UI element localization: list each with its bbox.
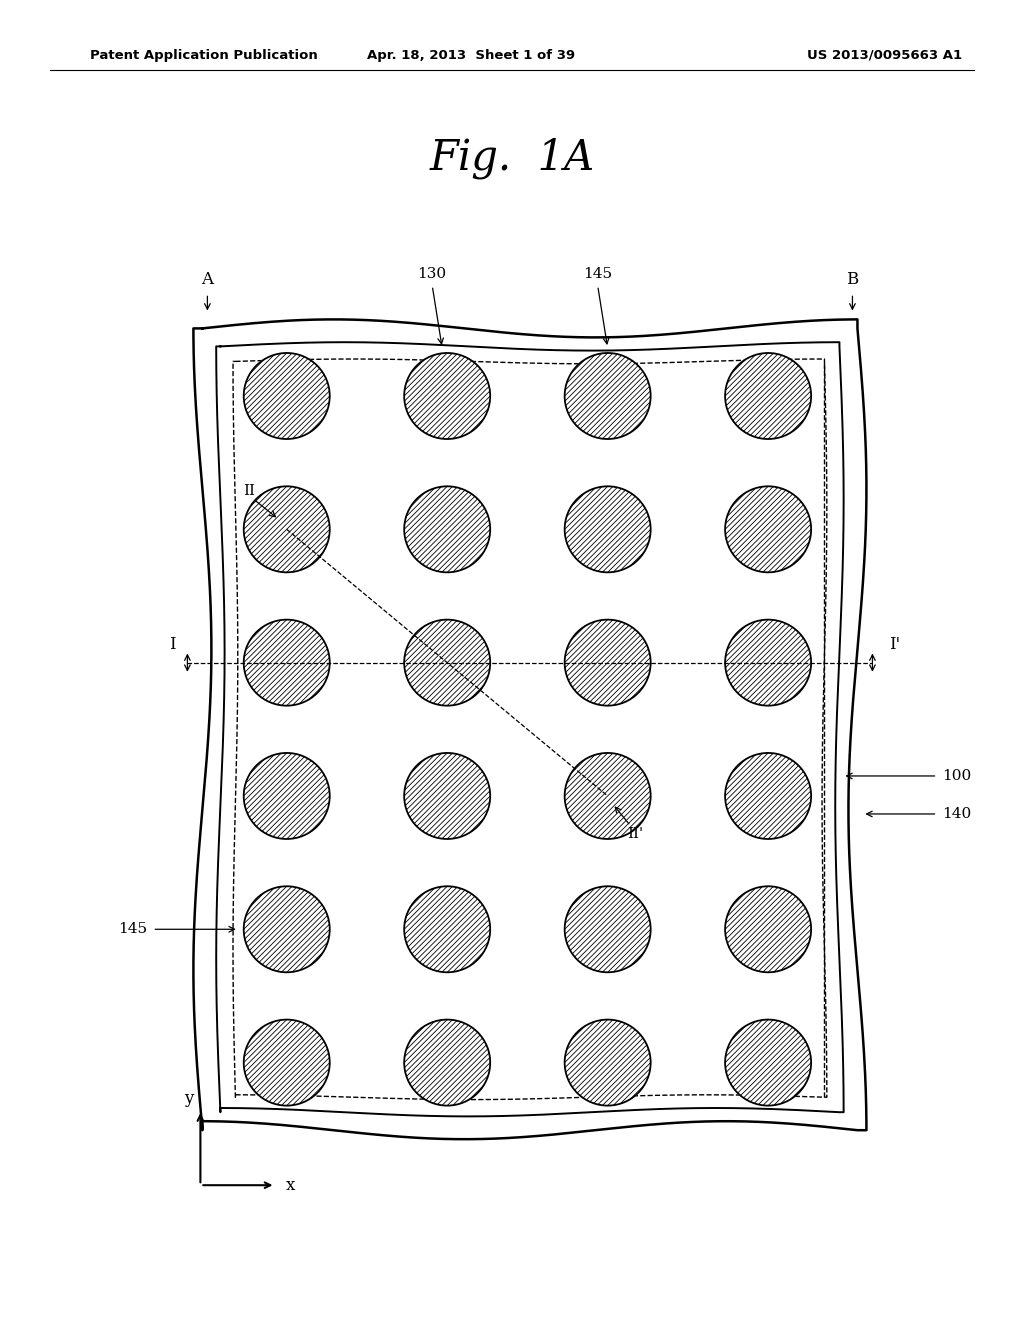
Text: I: I bbox=[169, 636, 176, 653]
Text: Fig.  1A: Fig. 1A bbox=[429, 137, 595, 180]
Circle shape bbox=[404, 886, 490, 973]
Text: I': I' bbox=[889, 636, 900, 653]
Circle shape bbox=[725, 619, 811, 706]
Text: II': II' bbox=[628, 826, 644, 841]
Text: x: x bbox=[286, 1176, 295, 1193]
Circle shape bbox=[244, 619, 330, 706]
Circle shape bbox=[244, 1019, 330, 1106]
Text: US 2013/0095663 A1: US 2013/0095663 A1 bbox=[808, 49, 963, 62]
Circle shape bbox=[725, 486, 811, 573]
Circle shape bbox=[564, 619, 650, 706]
Text: II: II bbox=[243, 484, 255, 499]
Circle shape bbox=[244, 752, 330, 840]
Circle shape bbox=[564, 352, 650, 440]
Circle shape bbox=[244, 352, 330, 440]
Circle shape bbox=[404, 619, 490, 706]
Text: 140: 140 bbox=[942, 807, 972, 821]
Circle shape bbox=[564, 752, 650, 840]
Circle shape bbox=[725, 352, 811, 440]
Circle shape bbox=[725, 1019, 811, 1106]
Circle shape bbox=[725, 752, 811, 840]
Text: Patent Application Publication: Patent Application Publication bbox=[90, 49, 317, 62]
Circle shape bbox=[404, 752, 490, 840]
Circle shape bbox=[244, 886, 330, 973]
Text: 145: 145 bbox=[583, 268, 612, 281]
Circle shape bbox=[725, 886, 811, 973]
Text: y: y bbox=[183, 1090, 194, 1106]
Text: A: A bbox=[202, 272, 213, 288]
Text: 130: 130 bbox=[418, 268, 446, 281]
Text: 145: 145 bbox=[119, 923, 147, 936]
Circle shape bbox=[564, 886, 650, 973]
Text: Apr. 18, 2013  Sheet 1 of 39: Apr. 18, 2013 Sheet 1 of 39 bbox=[367, 49, 575, 62]
Text: B: B bbox=[846, 272, 858, 288]
Text: 100: 100 bbox=[942, 770, 972, 783]
Circle shape bbox=[244, 486, 330, 573]
Circle shape bbox=[404, 486, 490, 573]
Circle shape bbox=[564, 1019, 650, 1106]
Circle shape bbox=[404, 1019, 490, 1106]
Circle shape bbox=[404, 352, 490, 440]
Circle shape bbox=[564, 486, 650, 573]
